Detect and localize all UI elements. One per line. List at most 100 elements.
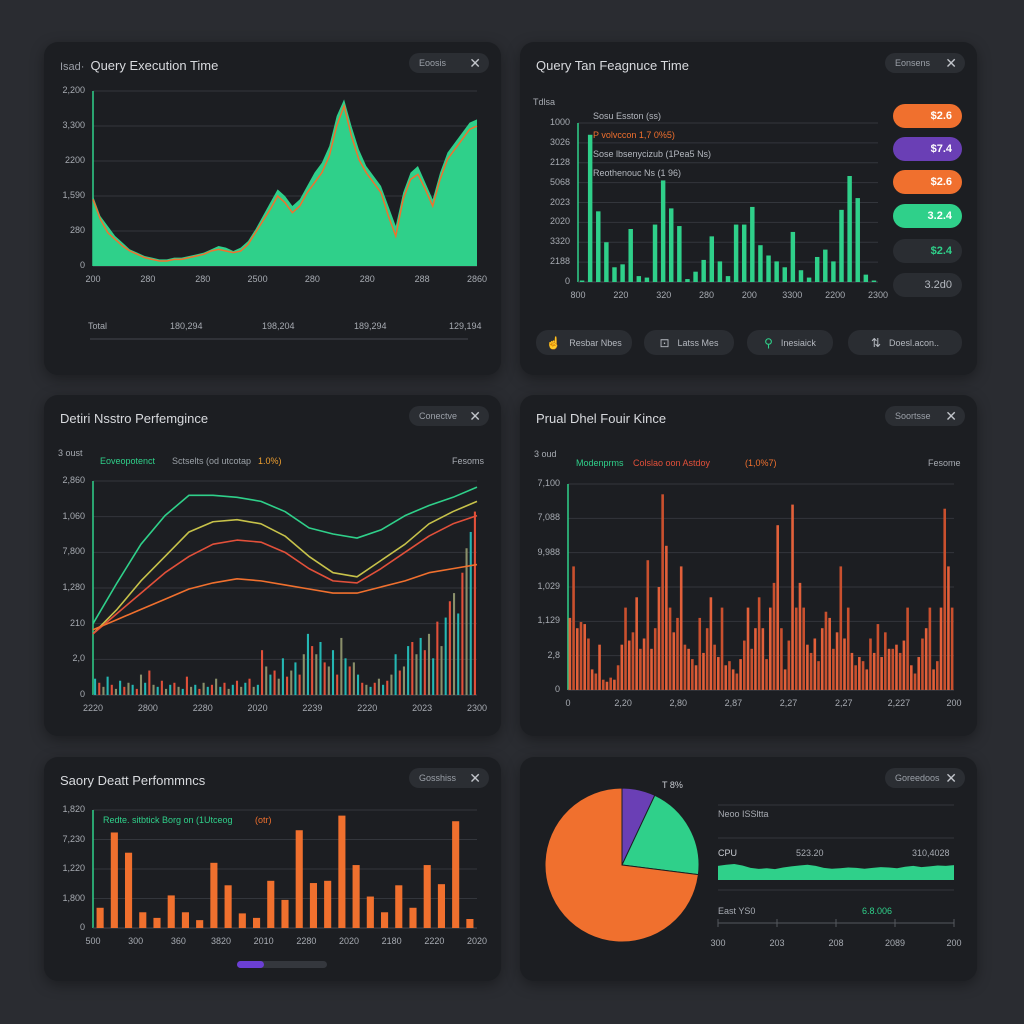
x-tick-label: 2280 xyxy=(192,703,213,713)
panel-options-button[interactable]: Eonsens ✕ xyxy=(885,53,965,73)
value-pill[interactable]: $2.6 xyxy=(893,170,962,194)
x-tick-label: 2,20 xyxy=(614,698,632,708)
close-icon[interactable]: ✕ xyxy=(469,407,481,424)
legend-item: 1.0%) xyxy=(258,456,282,466)
y-tick-label: 1,820 xyxy=(62,804,85,814)
x-tick-label: 2010 xyxy=(253,936,274,946)
action-button-insights[interactable]: ⚲ Inesiaick xyxy=(747,330,833,355)
button-label: Inesiaick xyxy=(780,337,816,348)
x-tick-label: 360 xyxy=(170,936,186,946)
panel-options-button[interactable]: Gosshiss ✕ xyxy=(409,768,489,788)
cpu-label: CPU xyxy=(718,848,738,858)
x-tick-label: 280 xyxy=(359,274,375,284)
x-tick-label: 208 xyxy=(828,938,844,948)
legend-item: Reothenouc Ns (1 96) xyxy=(593,168,682,178)
y-axis-title: Tdlsa xyxy=(533,97,556,107)
close-icon[interactable]: ✕ xyxy=(945,54,957,71)
panel-prefix: Isad· xyxy=(60,61,85,73)
timeline-value: 129,194 xyxy=(449,321,482,331)
y-tick-label: 2023 xyxy=(549,196,570,207)
action-button-latest[interactable]: ⊡ Latss Mes xyxy=(644,330,734,355)
legend-item: (otr) xyxy=(255,815,272,825)
x-tick-label: 220 xyxy=(613,290,629,300)
x-tick-label: 2800 xyxy=(137,703,158,713)
x-tick-label: 288 xyxy=(414,274,430,284)
y-axis-title: 3 oust xyxy=(58,448,83,458)
panel-options-button[interactable]: Eoosis ✕ xyxy=(409,53,489,73)
y-tick-label: 1,280 xyxy=(62,582,85,592)
panel-title: Query Tan Feagnuce Time xyxy=(536,58,689,73)
cpu-value-mid: 523.20 xyxy=(796,848,824,858)
x-tick-label: 2,227 xyxy=(887,698,911,708)
x-tick-label: 2,27 xyxy=(834,698,853,708)
horizontal-scrollbar[interactable] xyxy=(237,961,327,968)
action-button-download[interactable]: ⇅ Doesl.acon.. xyxy=(848,330,962,355)
close-icon[interactable]: ✕ xyxy=(469,54,481,71)
y-tick-label: 2200 xyxy=(64,155,85,165)
legend-item: Sctselts (od utcotap xyxy=(172,456,252,466)
y-tick-label: 2,200 xyxy=(62,85,85,95)
scrollbar-thumb[interactable] xyxy=(237,961,264,968)
y-tick-label: 7,088 xyxy=(537,512,560,523)
x-tick-label: 3300 xyxy=(782,290,803,300)
pie-label: T 8% xyxy=(662,780,683,790)
close-icon[interactable]: ✕ xyxy=(469,769,481,786)
x-tick-label: 2,87 xyxy=(724,698,743,708)
x-tick-label: 0 xyxy=(565,698,571,708)
search-icon: ⚲ xyxy=(764,335,773,350)
value-pill[interactable]: $2.6 xyxy=(893,104,962,128)
x-tick-label: 2023 xyxy=(412,703,433,713)
x-tick-label: 200 xyxy=(741,290,757,300)
x-tick-label: 200 xyxy=(946,938,962,948)
y-tick-label: 3,300 xyxy=(62,120,85,130)
panel-resource-usage: Goreedoos ✕ xyxy=(520,757,977,981)
x-tick-label: 2220 xyxy=(424,936,445,946)
close-icon[interactable]: ✕ xyxy=(945,407,957,424)
button-label: Doesl.acon.. xyxy=(889,337,940,348)
legend-item: Sosu Esston (ss) xyxy=(593,111,662,121)
x-tick-label: 2200 xyxy=(825,290,846,300)
cpu-value-right: 310,4028 xyxy=(912,848,950,858)
panel-options-button[interactable]: Goreedoos ✕ xyxy=(885,768,965,788)
x-tick-label: 2,80 xyxy=(669,698,688,708)
options-label: Conectve xyxy=(419,411,458,421)
y-tick-label: 2020 xyxy=(549,216,570,227)
panel-summary-performance: Saory Deatt Perfommncs Gosshiss ✕ xyxy=(44,757,501,981)
options-label: Gosshiss xyxy=(419,773,457,783)
value-pill[interactable]: 3.2d0 xyxy=(893,273,962,297)
sliders-icon: ⇅ xyxy=(870,335,882,350)
timeline-value: 189,294 xyxy=(354,321,387,331)
x-tick-label: 2500 xyxy=(247,274,268,284)
y-tick-label: 2,860 xyxy=(62,475,85,485)
x-tick-label: 320 xyxy=(656,290,672,300)
options-label: Goreedoos xyxy=(895,773,940,783)
options-label: Soortsse xyxy=(895,411,931,421)
panel-options-button[interactable]: Conectve ✕ xyxy=(409,406,489,426)
timeline-label: Total xyxy=(88,321,108,331)
panel-title-text: Query Execution Time xyxy=(90,58,219,73)
y-tick-label: 0 xyxy=(79,260,85,270)
panel-options-button[interactable]: Soortsse ✕ xyxy=(885,406,965,426)
value-pill[interactable]: $2.4 xyxy=(893,239,962,263)
x-tick-label: 3820 xyxy=(210,936,232,946)
y-tick-label: 2128 xyxy=(549,156,570,167)
y-tick-label: 5068 xyxy=(549,176,570,187)
options-label: Eoosis xyxy=(419,58,447,68)
close-icon[interactable]: ✕ xyxy=(945,769,957,786)
legend-item: P volvccon 1,7 0%5) xyxy=(593,130,675,140)
x-tick-label: 300 xyxy=(710,938,726,948)
action-button-reports[interactable]: ☝ Resbar Nbes xyxy=(536,330,632,355)
x-tick-label: 2300 xyxy=(867,290,889,300)
button-label: Resbar Nbes xyxy=(569,337,622,348)
x-tick-label: 280 xyxy=(304,274,320,284)
y-tick-label: 2188 xyxy=(549,256,570,267)
legend-item: Eoveopotenct xyxy=(100,456,156,466)
x-tick-label: 2020 xyxy=(466,936,488,946)
value-pill[interactable]: $7.4 xyxy=(893,137,962,161)
x-tick-label: 2239 xyxy=(302,703,323,713)
y-tick-label: 1,129 xyxy=(537,615,560,626)
value-pill[interactable]: 3.2.4 xyxy=(893,204,962,228)
x-tick-label: 280 xyxy=(195,274,211,284)
x-tick-label: 200 xyxy=(85,274,101,284)
x-tick-label: 2180 xyxy=(381,936,402,946)
